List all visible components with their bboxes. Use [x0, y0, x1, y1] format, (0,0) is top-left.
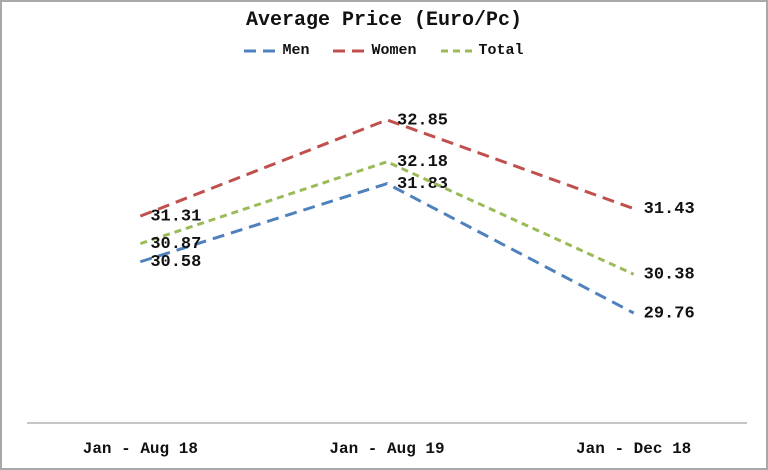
legend-item-women: Women	[333, 42, 417, 59]
x-axis-label: Jan - Aug 19	[329, 440, 444, 458]
data-label-men: 31.83	[397, 175, 448, 194]
data-label-men: 29.76	[644, 304, 695, 323]
chart-legend: Men Women Total	[2, 42, 766, 59]
data-label-women: 31.43	[644, 200, 695, 219]
legend-dash-icon	[333, 49, 370, 52]
legend-item-men: Men	[244, 42, 309, 59]
data-label-men: 30.58	[150, 253, 201, 272]
legend-dash-icon	[440, 49, 477, 52]
data-label-total: 32.18	[397, 153, 448, 172]
x-axis-label: Jan - Dec 18	[576, 440, 691, 458]
data-label-women: 31.31	[150, 208, 201, 227]
legend-label: Women	[371, 42, 417, 59]
chart-title: Average Price (Euro/Pc)	[245, 9, 523, 32]
series-line-women	[139, 118, 635, 218]
legend-label: Men	[282, 42, 310, 59]
data-label-total: 30.87	[150, 235, 201, 254]
legend-item-total: Total	[440, 42, 524, 59]
legend-dash-icon	[244, 49, 281, 52]
x-axis-label: Jan - Aug 18	[83, 440, 198, 458]
series-line-total	[139, 160, 635, 276]
data-label-total: 30.38	[644, 266, 695, 285]
legend-label: Total	[478, 42, 524, 59]
series-line-men	[139, 182, 635, 315]
data-label-women: 32.85	[397, 111, 448, 130]
